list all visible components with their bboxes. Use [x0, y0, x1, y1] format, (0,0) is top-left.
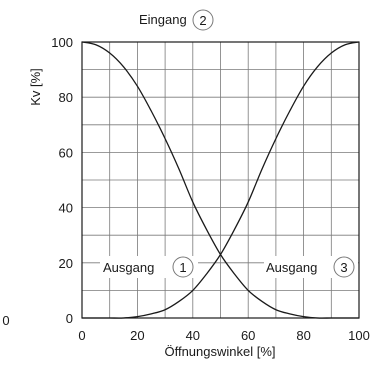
badge-3 — [333, 256, 355, 278]
annotation-ausgang-3-bg — [264, 256, 358, 278]
annotation-ausgang-1: Ausgang — [103, 260, 154, 275]
y-axis-label: Kv [%] — [28, 68, 43, 106]
y-tick-labels: 0 20 40 60 80 100 — [51, 35, 73, 326]
x-tick-label: 60 — [241, 328, 255, 343]
annotation-ausgang-3: Ausgang — [266, 260, 317, 275]
badge-2-label: 2 — [199, 13, 206, 28]
x-tick-labels: 0 20 40 60 80 100 — [78, 328, 369, 343]
y-tick-label: 100 — [51, 35, 73, 50]
annotation-eingang: Eingang — [139, 12, 187, 27]
x-tick-label: 80 — [296, 328, 310, 343]
plot-frame — [81, 41, 360, 319]
annotation-ausgang-1-bg — [100, 256, 198, 278]
badge-2 — [192, 9, 214, 31]
badge-1 — [172, 256, 194, 278]
y-tick-label: 40 — [59, 201, 73, 216]
y-tick-label: 20 — [59, 256, 73, 271]
series-ausgang-3-line — [82, 41, 360, 319]
y-tick-label: 80 — [59, 90, 73, 105]
x-tick-label: 100 — [348, 328, 370, 343]
x-axis-label: Öffnungswinkel [%] — [164, 344, 275, 359]
y-tick-label: 0 — [66, 311, 73, 326]
x-tick-label: 40 — [186, 328, 200, 343]
x-tick-label: 20 — [130, 328, 144, 343]
badge-3-label: 3 — [340, 260, 347, 275]
badge-1-label: 1 — [179, 260, 186, 275]
stray-tick-label: 0 — [2, 313, 9, 328]
y-tick-label: 60 — [59, 145, 73, 160]
x-tick-label: 0 — [78, 328, 85, 343]
